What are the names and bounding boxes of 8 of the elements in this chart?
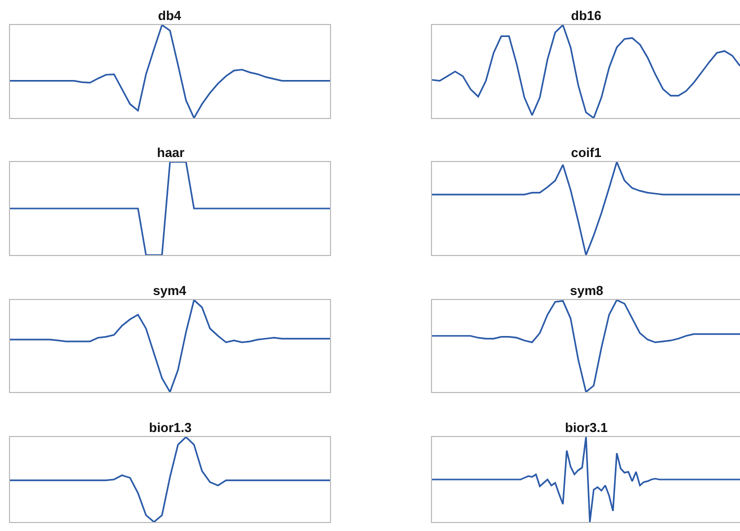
chart-title: db16 — [571, 8, 602, 23]
chart-title: sym4 — [153, 283, 188, 298]
chart-title: haar — [157, 145, 184, 160]
chart-title: sym8 — [570, 283, 604, 298]
chart-title: bior3.1 — [565, 420, 608, 435]
chart-title: db4 — [158, 8, 182, 23]
chart-title: bior1.3 — [149, 420, 192, 435]
chart-title: coif1 — [571, 145, 602, 160]
